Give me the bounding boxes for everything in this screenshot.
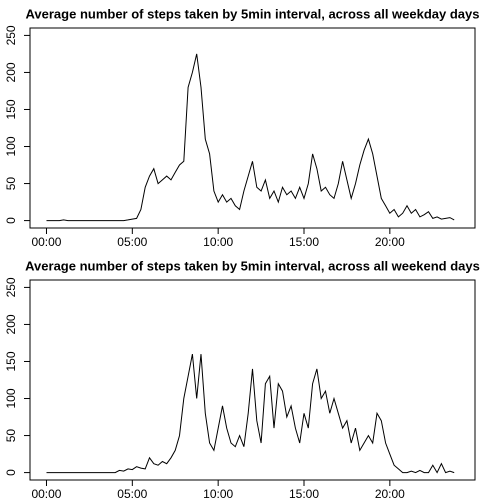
data-line <box>46 53 455 222</box>
chart-title: Average number of steps taken by 5min in… <box>26 6 480 21</box>
x-tick-label: 20:00 <box>375 487 405 501</box>
y-tick-label: 150 <box>4 351 18 371</box>
y-tick-label: 0 <box>4 217 18 224</box>
x-tick-label: 15:00 <box>289 235 319 249</box>
y-tick-label: 100 <box>4 136 18 156</box>
x-tick-label: 20:00 <box>375 235 405 249</box>
x-tick-label: 10:00 <box>203 235 233 249</box>
x-tick-label: 00:00 <box>31 235 61 249</box>
y-tick-label: 100 <box>4 388 18 408</box>
data-line <box>46 354 455 474</box>
x-tick-label: 05:00 <box>117 487 147 501</box>
y-tick-label: 150 <box>4 99 18 119</box>
x-tick-label: 05:00 <box>117 235 147 249</box>
chart-title: Average number of steps taken by 5min in… <box>25 258 480 273</box>
y-tick-label: 250 <box>4 277 18 297</box>
plot-frame <box>29 27 476 229</box>
x-tick-label: 10:00 <box>203 487 233 501</box>
y-tick-label: 200 <box>4 314 18 334</box>
y-tick-label: 200 <box>4 62 18 82</box>
x-tick-label: 15:00 <box>289 487 319 501</box>
x-tick-label: 00:00 <box>31 487 61 501</box>
y-tick-label: 0 <box>4 469 18 476</box>
y-tick-label: 50 <box>4 177 18 191</box>
y-tick-label: 50 <box>4 429 18 443</box>
y-tick-label: 250 <box>4 25 18 45</box>
plot-frame <box>29 279 476 481</box>
